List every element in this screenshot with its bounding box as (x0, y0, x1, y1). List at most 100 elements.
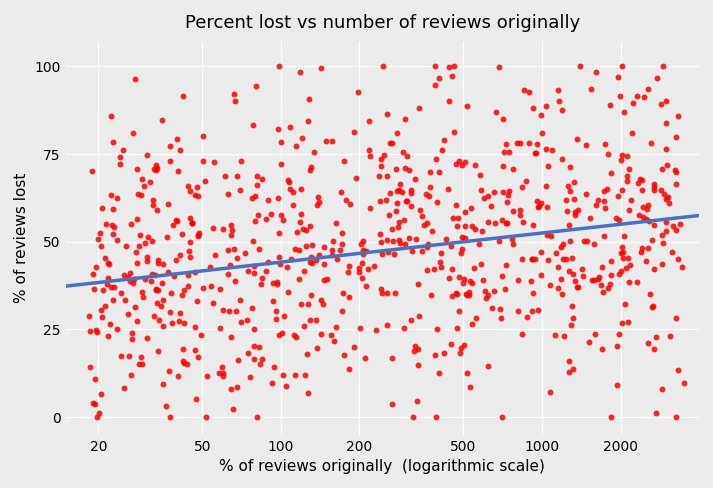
Point (353, 268, 364, 276)
Point (308, 148, 319, 156)
Point (163, 268, 174, 276)
Point (619, 108, 630, 116)
Point (527, 307, 538, 315)
Point (466, 280, 478, 287)
Point (152, 256, 163, 264)
Point (614, 92, 625, 100)
Point (388, 250, 399, 258)
Point (334, 246, 346, 254)
Point (361, 282, 372, 289)
Point (348, 344, 359, 351)
Point (386, 225, 398, 233)
Point (337, 229, 348, 237)
Point (475, 186, 486, 194)
Point (429, 81, 441, 89)
Point (287, 188, 299, 196)
Point (468, 264, 480, 271)
Point (217, 225, 228, 233)
Point (254, 245, 265, 253)
Point (277, 216, 289, 224)
Point (267, 279, 278, 286)
Point (474, 171, 486, 179)
Point (535, 199, 547, 206)
Point (296, 134, 307, 142)
Point (170, 216, 182, 224)
Point (526, 255, 538, 263)
Point (132, 259, 143, 267)
Point (310, 257, 322, 264)
Point (540, 145, 552, 153)
Point (383, 248, 394, 256)
Point (507, 240, 518, 248)
Point (435, 258, 446, 266)
Point (497, 162, 508, 170)
Point (431, 413, 442, 421)
Point (232, 356, 244, 364)
Point (123, 310, 134, 318)
Point (99, 254, 111, 262)
Point (497, 188, 508, 196)
Point (596, 346, 607, 353)
Point (393, 218, 404, 226)
Point (198, 157, 209, 165)
Point (642, 85, 654, 93)
Point (458, 275, 470, 283)
Point (275, 160, 287, 168)
Point (670, 314, 682, 322)
Point (200, 413, 211, 421)
Point (459, 158, 471, 166)
Point (662, 193, 674, 201)
Point (429, 351, 441, 359)
Point (602, 284, 614, 291)
Point (195, 331, 207, 339)
Point (529, 149, 540, 157)
Point (563, 183, 574, 190)
Point (244, 373, 255, 381)
Point (542, 163, 553, 170)
Point (393, 186, 404, 194)
Point (271, 307, 282, 315)
Point (557, 255, 568, 263)
Point (217, 368, 229, 376)
Point (443, 274, 454, 282)
Point (493, 237, 505, 245)
Point (89, 376, 101, 384)
Point (352, 88, 364, 96)
Point (463, 291, 475, 299)
Point (624, 278, 635, 285)
Point (272, 125, 283, 133)
Point (222, 246, 234, 254)
Point (443, 185, 454, 193)
Point (125, 220, 137, 228)
Point (225, 385, 237, 393)
Point (598, 232, 610, 240)
Point (531, 140, 543, 148)
Point (655, 100, 667, 108)
Point (565, 237, 576, 245)
Point (616, 319, 627, 327)
Point (370, 326, 381, 334)
Point (635, 248, 647, 256)
Point (381, 110, 392, 118)
Point (588, 240, 600, 247)
Point (523, 139, 535, 146)
Point (566, 254, 578, 262)
Point (89, 400, 101, 408)
Point (381, 289, 392, 297)
Point (96, 204, 108, 212)
Point (242, 316, 253, 324)
Point (424, 183, 436, 191)
Point (508, 165, 519, 173)
Point (568, 178, 580, 186)
Point (103, 261, 114, 268)
Point (412, 361, 424, 368)
Point (651, 409, 662, 417)
Point (193, 231, 204, 239)
Point (446, 72, 458, 80)
Point (354, 324, 366, 332)
Point (486, 202, 497, 209)
Point (283, 178, 294, 185)
Point (488, 188, 499, 196)
Point (101, 280, 113, 288)
Point (220, 172, 231, 180)
